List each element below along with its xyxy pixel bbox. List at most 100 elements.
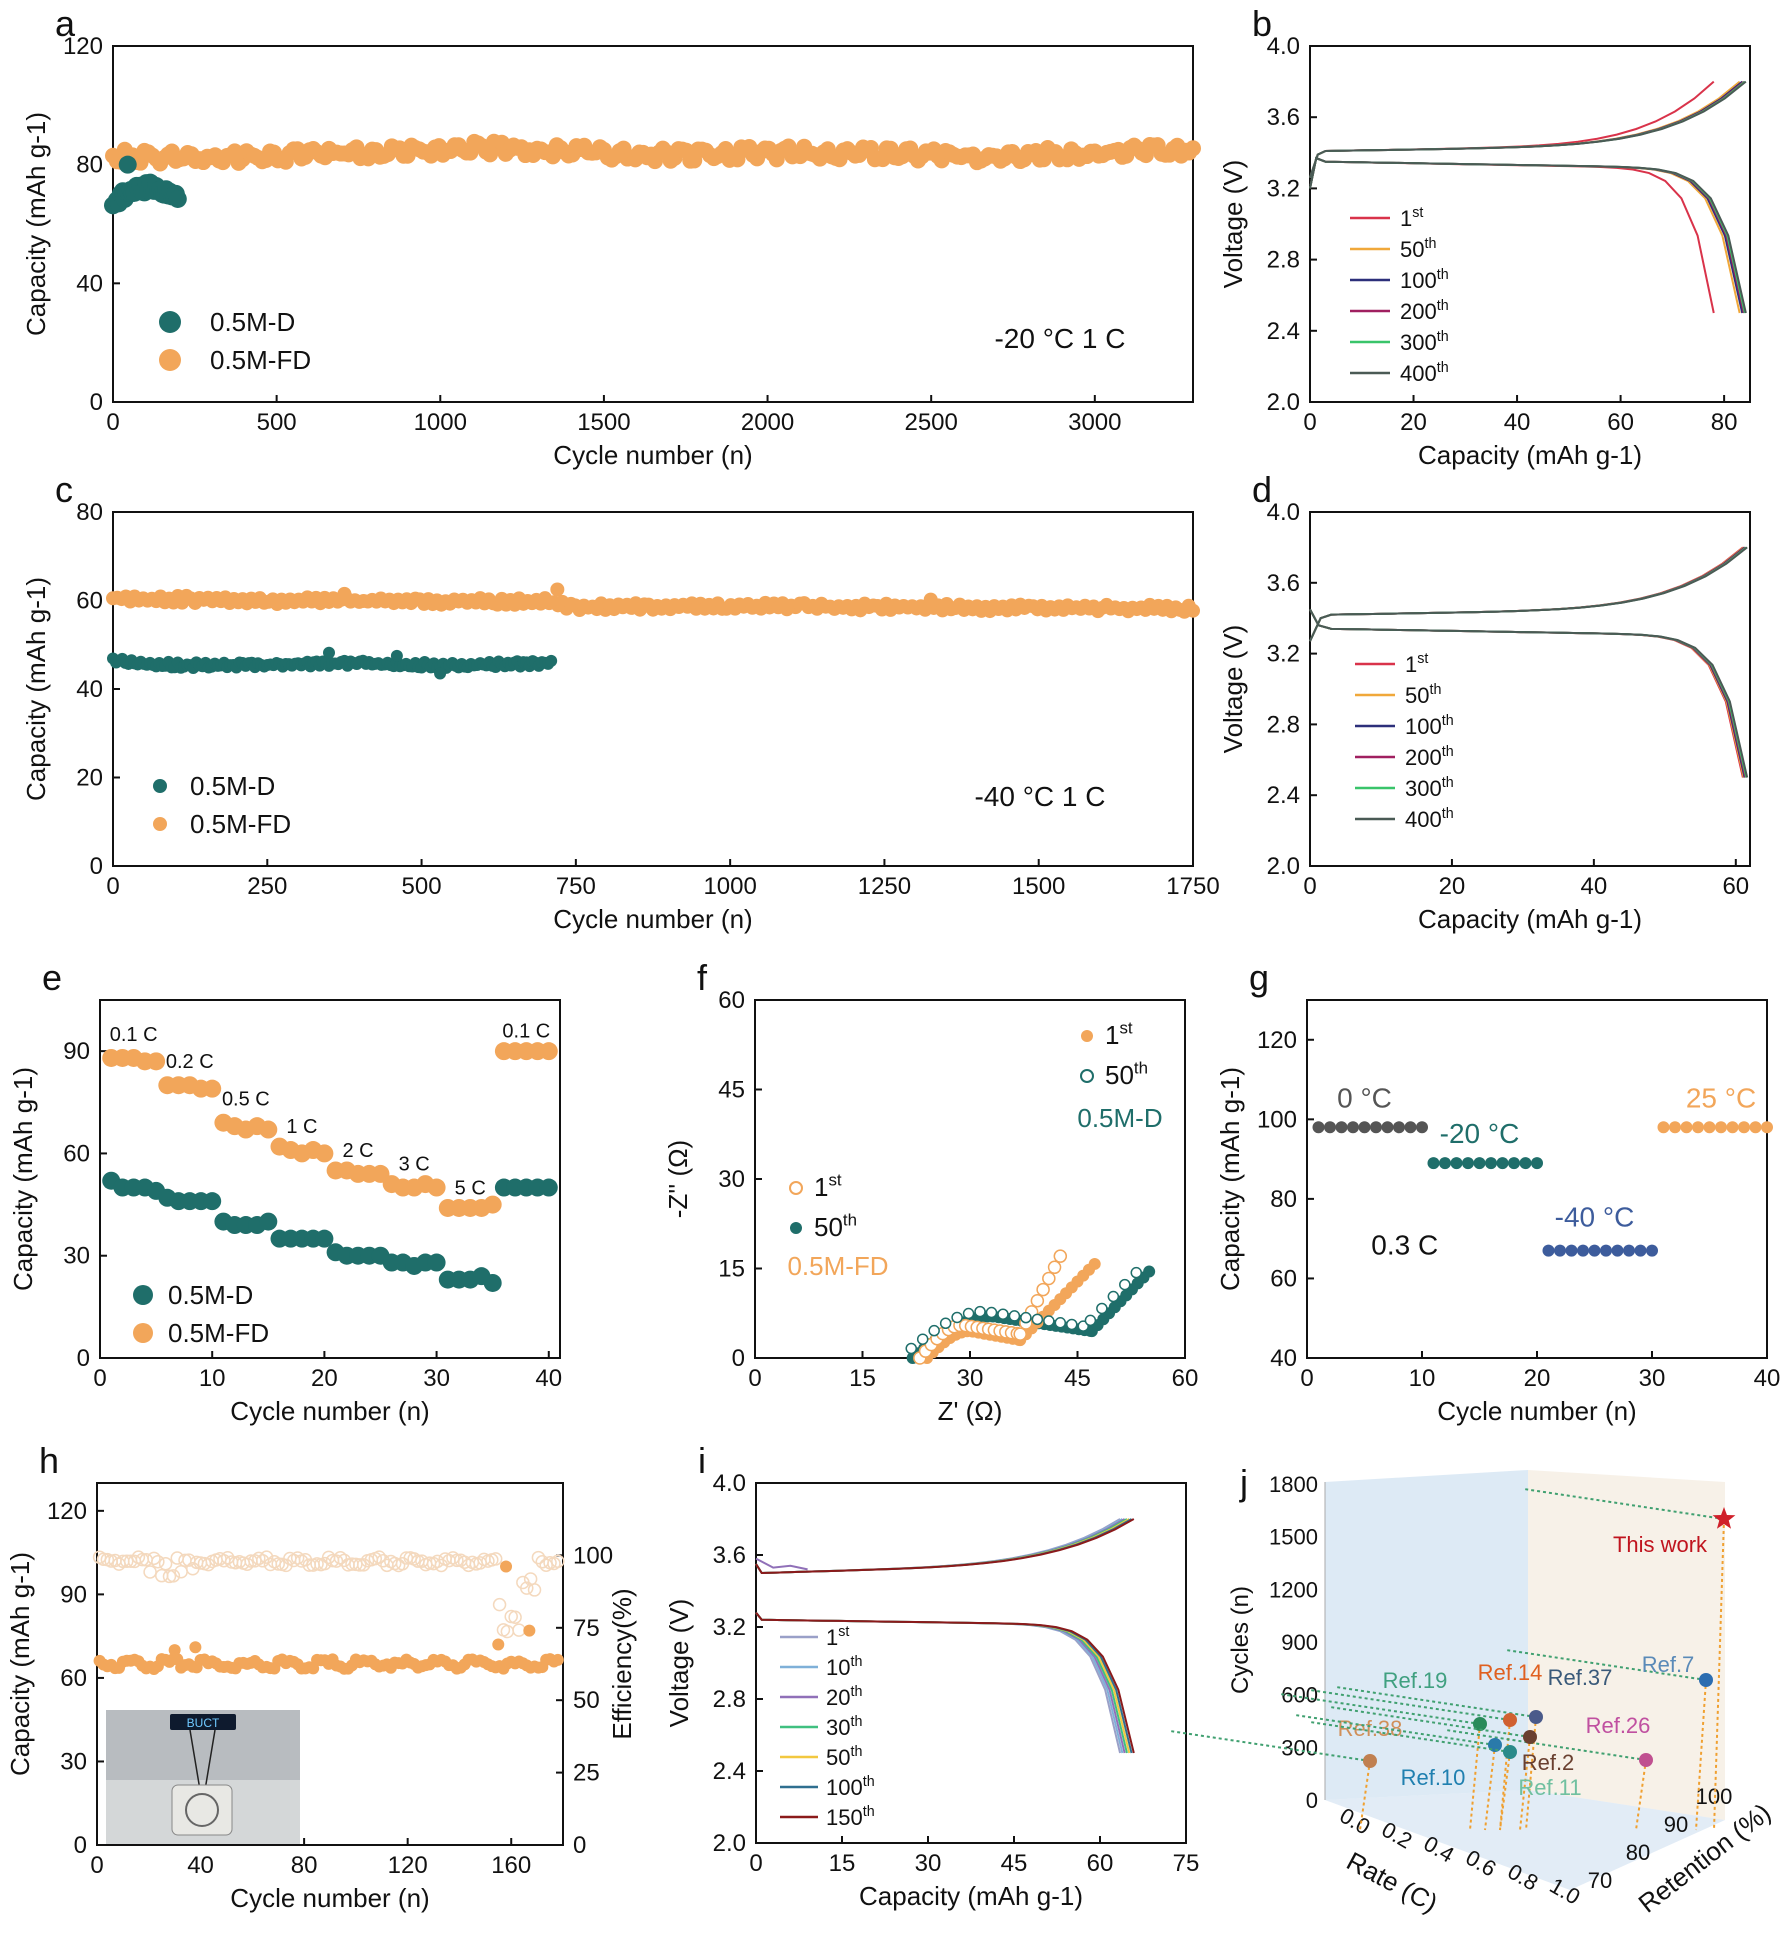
x-tick-label: 75 — [1173, 1850, 1200, 1877]
y-axis-label: Capacity (mAh g-1) — [21, 577, 51, 801]
y-tick-label: 40 — [76, 676, 103, 703]
guide-line — [1445, 1729, 1647, 1761]
fd-50th-point — [1013, 1327, 1027, 1341]
inset-display-text: BUCT — [187, 1716, 220, 1730]
x-axis-label: Cycle number (n) — [230, 1883, 429, 1913]
charge-curve — [1309, 546, 1744, 642]
legend-label: 50th — [826, 1744, 862, 1770]
panel-b: 0 20 40 60 80 2.0 2.4 2.8 3.2 3.6 4.0b Capacity (mA… — [1218, 3, 1751, 470]
temp-point — [1588, 1244, 1601, 1257]
point-label: Ref.10 — [1401, 1765, 1466, 1790]
plot-frame — [1309, 45, 1751, 403]
temp-label: -40 °C — [1555, 1202, 1635, 1233]
condition-annotation: -40 °C 1 C — [974, 781, 1105, 812]
capacity-point — [168, 1644, 181, 1657]
temp-point — [1450, 1157, 1463, 1170]
temp-point — [1416, 1121, 1428, 1134]
efficiency-point — [271, 1557, 285, 1571]
z-tick-label: 100 — [1696, 1784, 1733, 1809]
legend-fd-marker — [153, 817, 167, 831]
temp-point — [1577, 1244, 1589, 1257]
legend-label: 150th — [826, 1804, 875, 1830]
fd-50th-point — [1036, 1282, 1050, 1297]
d-50th-point — [1008, 1310, 1021, 1322]
x-tick-label: 40 — [1581, 873, 1608, 900]
x-axis-label: Cycle number (n) — [553, 904, 752, 934]
temp-point — [1749, 1121, 1762, 1134]
fd-50th-point — [1047, 1260, 1062, 1275]
y-tick-label: 40 — [1270, 1345, 1297, 1372]
y-tick-label: 30 — [718, 1166, 745, 1193]
legend-marker — [789, 1181, 803, 1195]
d-50th-point — [974, 1305, 986, 1318]
drop-line — [1484, 1744, 1496, 1831]
y-tick-label: 90 — [63, 1038, 90, 1065]
temp-point — [1393, 1121, 1405, 1134]
guide-line — [1294, 1714, 1496, 1746]
x-tick-label: 0 — [1303, 873, 1316, 900]
z-tick-label: 70 — [1588, 1868, 1612, 1893]
panel-c: 0 250 500 750 1000 1250 1500 1750 0 20 40 60 80c Cycl… — [21, 469, 1220, 934]
d-point — [323, 646, 335, 659]
legend-label: 200th — [1400, 298, 1449, 324]
rate-label: 0.2 C — [166, 1051, 214, 1073]
charge-curve — [1309, 546, 1746, 642]
y-tick-label: 100 — [1257, 1106, 1297, 1133]
fd-point — [1186, 603, 1200, 618]
d-50th-point — [1119, 1278, 1131, 1291]
y-tick-label: 0 — [74, 1832, 87, 1859]
y-tick-label: 2.0 — [713, 1830, 746, 1857]
x-tick-label: 0 — [1303, 409, 1316, 436]
y-tick-label: 2.4 — [713, 1758, 746, 1785]
panel-g: 0 10 20 30 40 40 60 80 100 120 g Cycle number (n) Ca… — [1215, 957, 1780, 1426]
legend-label: 50th — [1105, 1059, 1148, 1090]
x-tick-label: 160 — [491, 1852, 531, 1879]
discharge-curve — [1309, 156, 1745, 314]
back-wall-right — [1528, 1470, 1725, 1820]
drop-line — [1713, 1518, 1725, 1831]
reference-point — [1639, 1753, 1653, 1767]
panel-letter: d — [1252, 469, 1272, 510]
fd-point — [427, 1178, 446, 1197]
temp-label: -20 °C — [1440, 1118, 1520, 1149]
fd-point — [539, 1042, 558, 1061]
panel-letter: e — [42, 957, 62, 998]
x-tick-label: 120 — [388, 1852, 428, 1879]
reference-point — [1503, 1745, 1517, 1759]
y-tick-label: 30 — [60, 1748, 87, 1775]
temp-point — [1347, 1121, 1359, 1134]
y-tick-label: 0 — [90, 853, 103, 880]
x-tick-label: 1000 — [414, 409, 467, 436]
x-tick-label: 40 — [187, 1852, 214, 1879]
x-tick-label: 45 — [1064, 1365, 1091, 1392]
y-tick-label: 1200 — [1269, 1577, 1318, 1602]
legend-label: 50th — [1405, 682, 1441, 708]
reference-point — [1503, 1713, 1517, 1727]
d-50th-point — [1031, 1313, 1044, 1326]
d-50th-point — [905, 1342, 917, 1355]
d-point — [259, 1212, 278, 1231]
inset-photo: BUCT — [106, 1710, 300, 1844]
y-tick-label: 60 — [60, 1665, 87, 1692]
x-axis-label: Z' (Ω) — [938, 1396, 1003, 1426]
d-50th-point — [1130, 1266, 1143, 1279]
legend-label: 1st — [1105, 1019, 1133, 1050]
y-tick-label: 600 — [1281, 1683, 1318, 1708]
d-50th-point — [1054, 1317, 1067, 1329]
legend-label: 30th — [826, 1714, 862, 1740]
x-tick-label: 80 — [1711, 409, 1738, 436]
x-tick-label: 20 — [1439, 873, 1466, 900]
y-tick-label: 3.2 — [1267, 175, 1300, 202]
point-label: This work — [1613, 1532, 1708, 1557]
fd-point — [483, 1195, 502, 1214]
fd-50th-point — [1053, 1249, 1068, 1263]
legend-fd: 0.5M-FD — [210, 345, 311, 375]
y-tick-label: 2.8 — [713, 1686, 746, 1713]
guide-line — [1523, 1488, 1725, 1520]
discharge-curve — [1309, 156, 1746, 314]
capacity-point — [551, 1653, 564, 1666]
y-tick-label: 120 — [1257, 1027, 1297, 1054]
drop-line — [1499, 1751, 1511, 1831]
legend-d-marker — [153, 779, 167, 793]
x-tick-label: 60 — [1722, 873, 1749, 900]
